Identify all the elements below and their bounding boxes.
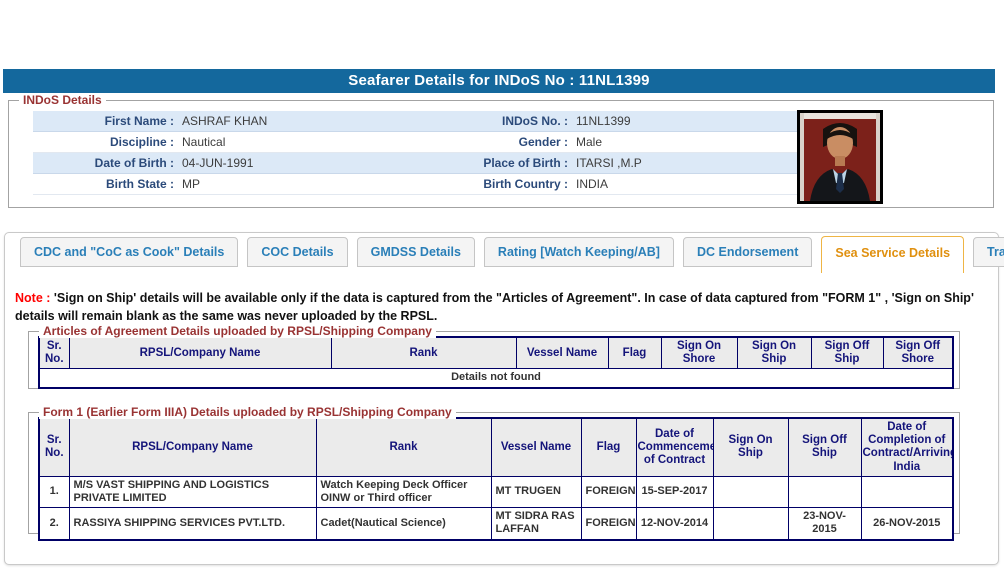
seafarer-photo [797,110,883,204]
tab-panel: CDC and "CoC as Cook" Details COC Detail… [4,232,1004,565]
cell-sr: 2. [38,507,70,541]
indos-no-label: INDoS No. : [502,114,568,128]
cell-company: RASSIYA SHIPPING SERVICES PVT.LTD. [68,507,317,541]
col-rank: Rank [330,336,517,370]
form1-legend: Form 1 (Earlier Form IIIA) Details uploa… [39,405,456,419]
cell-flag: FOREIGN [580,475,637,509]
discipline-label: Discipline : [109,135,174,149]
cell-sign-on-ship [712,475,789,509]
tab-training-details[interactable]: Training Details [973,237,1004,267]
cell-sr: 1. [38,475,70,509]
indos-rows: First Name : ASHRAF KHAN INDoS No. : 11N… [33,111,799,195]
col-sign-on-ship: Sign On Ship [712,417,789,477]
place-of-birth-label: Place of Birth : [483,156,568,170]
tab-gmdss-details[interactable]: GMDSS Details [356,237,475,267]
articles-table: Sr. No. RPSL/Company Name Rank Vessel Na… [38,336,954,389]
note-label: Note : [15,291,51,305]
col-rpsl-company: RPSL/Company Name [68,336,332,370]
col-flag: Flag [607,336,662,370]
form1-row-2: 2. RASSIYA SHIPPING SERVICES PVT.LTD. Ca… [38,507,954,541]
page-title: Seafarer Details for INDoS No : 11NL1399 [3,69,995,93]
birth-state-label: Birth State : [105,177,174,191]
form1-header-row: Sr. No. RPSL/Company Name Rank Vessel Na… [38,417,954,477]
indos-no-value: 11NL1399 [576,114,631,128]
articles-empty-row: Details not found [38,368,954,389]
cell-sign-off-ship: 23-NOV-2015 [787,507,862,541]
tab-dc-endorsement[interactable]: DC Endorsement [682,237,813,267]
col-rpsl-company: RPSL/Company Name [68,417,317,477]
form1-fieldset: Form 1 (Earlier Form IIIA) Details uploa… [28,405,960,541]
birth-country-value: INDIA [576,177,609,191]
birth-state-value: MP [182,177,200,191]
cell-flag: FOREIGN [580,507,637,541]
cell-vessel: MT TRUGEN [490,475,582,509]
cell-date-completion: 26-NOV-2015 [860,507,954,541]
cell-date-commencement: 12-NOV-2014 [635,507,714,541]
gender-label: Gender : [518,135,568,149]
form1-table: Sr. No. RPSL/Company Name Rank Vessel Na… [38,417,954,541]
cell-rank: Cadet(Nautical Science) [315,507,492,541]
col-sign-on-ship: Sign On Ship [736,336,812,370]
col-sign-off-ship: Sign Off Ship [810,336,884,370]
articles-of-agreement-fieldset: Articles of Agreement Details uploaded b… [28,324,960,389]
col-rank: Rank [315,417,492,477]
details-not-found-text: Details not found [38,368,954,389]
cell-company: M/S VAST SHIPPING AND LOGISTICS PRIVATE … [68,475,317,509]
tab-sea-service-details[interactable]: Sea Service Details [821,236,965,273]
col-flag: Flag [580,417,637,477]
col-date-commencement: Date of Commencement of Contract [635,417,714,477]
cell-vessel: MT SIDRA RAS LAFFAN [490,507,582,541]
date-of-birth-value: 04-JUN-1991 [182,156,254,170]
place-of-birth-value: ITARSI ,M.P [576,156,642,170]
indos-row-4: Birth State : MP Birth Country : INDIA [33,174,799,195]
tab-bar: CDC and "CoC as Cook" Details COC Detail… [20,236,1004,273]
cell-sign-on-ship [712,507,789,541]
date-of-birth-label: Date of Birth : [94,156,174,170]
col-sign-off-ship: Sign Off Ship [787,417,862,477]
tab-rating-watch-keeping[interactable]: Rating [Watch Keeping/AB] [483,237,674,267]
tab-coc-details[interactable]: COC Details [247,237,348,267]
articles-legend: Articles of Agreement Details uploaded b… [39,324,436,338]
discipline-value: Nautical [182,135,226,149]
col-sr-no: Sr. No. [38,417,70,477]
cell-date-completion [860,475,954,509]
indos-row-1: First Name : ASHRAF KHAN INDoS No. : 11N… [33,111,799,132]
form1-row-1: 1. M/S VAST SHIPPING AND LOGISTICS PRIVA… [38,475,954,509]
birth-country-label: Birth Country : [483,177,568,191]
cell-rank: Watch Keeping Deck Officer OINW or Third… [315,475,492,509]
cell-date-commencement: 15-SEP-2017 [635,475,714,509]
col-sign-off-shore: Sign Off Shore [882,336,954,370]
cell-sign-off-ship [787,475,862,509]
col-vessel-name: Vessel Name [515,336,609,370]
indos-row-3: Date of Birth : 04-JUN-1991 Place of Bir… [33,153,799,174]
note-body: 'Sign on Ship' details will be available… [15,291,974,324]
first-name-label: First Name : [104,114,174,128]
portrait-graphic [800,113,880,201]
indos-details-legend: INDoS Details [19,93,106,107]
gender-value: Male [576,135,603,149]
indos-row-2: Discipline : Nautical Gender : Male [33,132,799,153]
note-text: Note : 'Sign on Ship' details will be av… [15,289,995,325]
tab-cdc-coc-as-cook[interactable]: CDC and "CoC as Cook" Details [20,237,239,267]
col-date-completion: Date of Completion of Contract/Arriving … [860,417,954,477]
articles-header-row: Sr. No. RPSL/Company Name Rank Vessel Na… [38,336,954,370]
col-vessel-name: Vessel Name [490,417,582,477]
col-sr-no: Sr. No. [38,336,70,370]
col-sign-on-shore: Sign On Shore [660,336,738,370]
first-name-value: ASHRAF KHAN [182,114,268,128]
